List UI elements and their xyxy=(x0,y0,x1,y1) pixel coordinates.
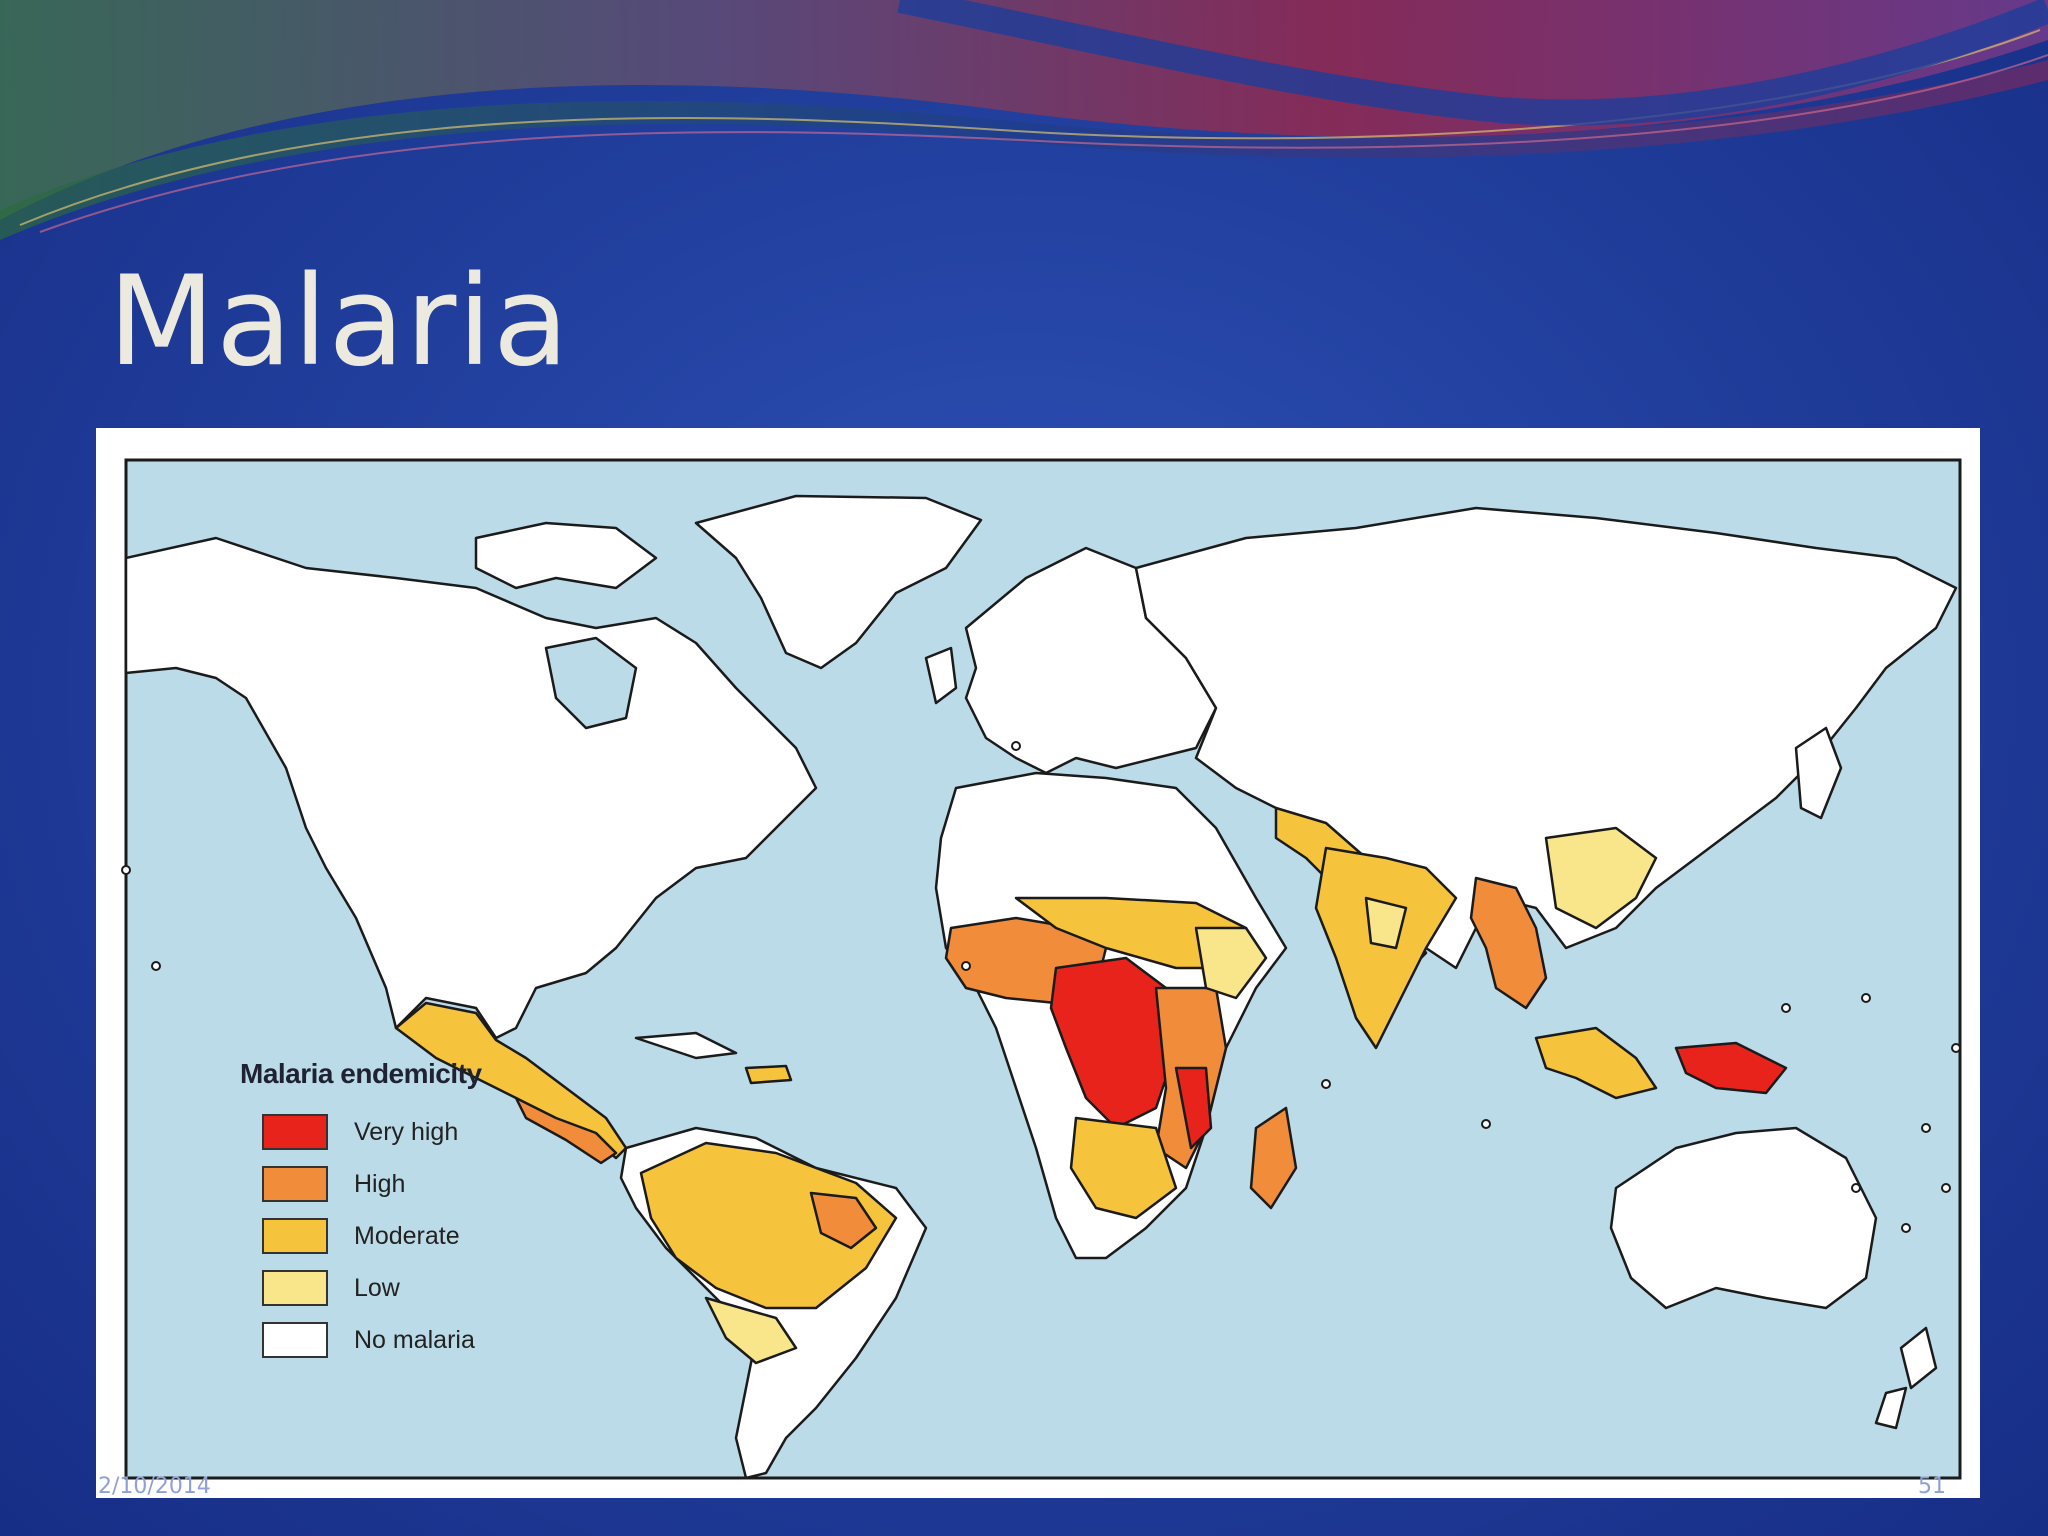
small-islands xyxy=(121,741,1961,1233)
british-isles xyxy=(924,646,958,705)
legend-swatch-very-high xyxy=(262,1114,328,1150)
amazon-high xyxy=(809,1191,878,1250)
legend-item-very-high: Very high xyxy=(240,1106,560,1158)
legend-label-moderate: Moderate xyxy=(354,1221,460,1250)
legend-item-no-malaria: No malaria xyxy=(240,1314,560,1366)
north-america xyxy=(124,536,818,1040)
world-map xyxy=(121,458,1962,1480)
australia xyxy=(1609,1126,1878,1310)
new-zealand xyxy=(1874,1326,1938,1430)
madagascar xyxy=(1249,1106,1298,1210)
footer-date: 2/10/2014 xyxy=(98,1474,211,1499)
hudson-bay xyxy=(544,636,638,730)
india-low xyxy=(1364,896,1408,950)
legend-item-high: High xyxy=(240,1158,560,1210)
legend-swatch-moderate xyxy=(262,1218,328,1254)
central-africa-very-high xyxy=(1049,956,1178,1130)
china-low xyxy=(1544,826,1658,930)
east-africa-low xyxy=(1194,926,1268,1000)
footer-page-number: 51 xyxy=(1918,1474,1946,1499)
japan xyxy=(1794,726,1843,820)
landmasses xyxy=(124,494,1958,1480)
legend-label-high: High xyxy=(354,1169,406,1198)
central-america-high xyxy=(514,1096,618,1165)
slide-title: Malaria xyxy=(108,250,570,394)
legend-swatch-low xyxy=(262,1270,328,1306)
legend-label-low: Low xyxy=(354,1273,400,1302)
legend-swatch-no-malaria xyxy=(262,1322,328,1358)
europe xyxy=(964,546,1218,775)
asia xyxy=(1134,506,1958,970)
indonesia xyxy=(1534,1026,1658,1100)
southeast-asia-high xyxy=(1469,876,1548,1010)
legend-title: Malaria endemicity xyxy=(240,1058,482,1089)
legend-item-low: Low xyxy=(240,1262,560,1314)
legend-label-no-malaria: No malaria xyxy=(354,1325,475,1354)
amazon-low xyxy=(704,1296,798,1365)
papua-new-guinea xyxy=(1674,1041,1788,1095)
india xyxy=(1314,846,1458,1050)
greenland xyxy=(694,494,983,670)
mozambique-very-high xyxy=(1174,1066,1213,1150)
slide-header-banner xyxy=(0,0,2048,240)
malaria-map-figure xyxy=(96,428,1980,1498)
hispaniola xyxy=(744,1064,793,1085)
legend-label-very-high: Very high xyxy=(354,1117,459,1146)
cuba xyxy=(634,1031,738,1060)
amazon-moderate xyxy=(639,1141,898,1310)
map-legend: Malaria endemicity Very high High Modera… xyxy=(240,1058,560,1366)
southern-africa-moderate xyxy=(1069,1116,1178,1220)
legend-swatch-high xyxy=(262,1166,328,1202)
legend-item-moderate: Moderate xyxy=(240,1210,560,1262)
arctic-islands xyxy=(474,521,658,590)
